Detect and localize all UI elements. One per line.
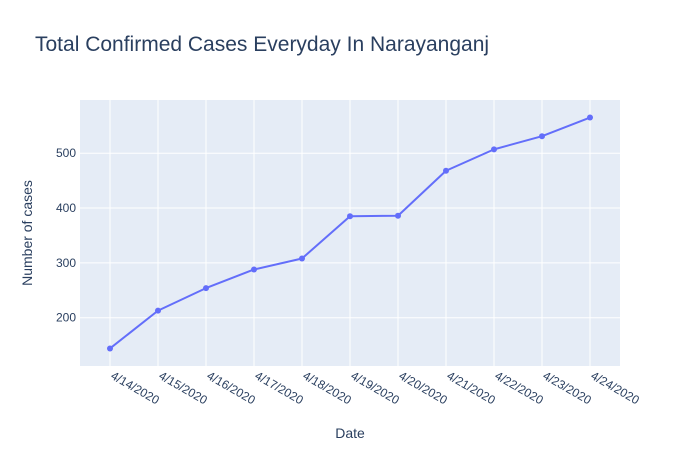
data-point (587, 114, 593, 121)
data-point (539, 133, 545, 140)
data-point (251, 266, 257, 273)
data-point (491, 146, 497, 153)
y-tick-label: 400 (56, 201, 76, 215)
x-axis-title: Date (335, 425, 365, 441)
data-point (155, 307, 161, 314)
y-tick-label: 200 (56, 311, 76, 325)
data-point (203, 285, 209, 292)
data-point (395, 212, 401, 219)
y-tick-label: 500 (56, 146, 76, 160)
gridlines (80, 100, 620, 366)
data-point (107, 345, 113, 352)
y-axis-title: Number of cases (19, 180, 35, 286)
chart-title: Total Confirmed Cases Everyday In Naraya… (35, 33, 489, 56)
data-point (347, 213, 353, 220)
y-axis-ticks: 200 300 400 500 (56, 146, 76, 325)
data-point (299, 255, 305, 262)
data-points (107, 114, 593, 352)
data-point (443, 167, 449, 174)
y-tick-label: 300 (56, 256, 76, 270)
